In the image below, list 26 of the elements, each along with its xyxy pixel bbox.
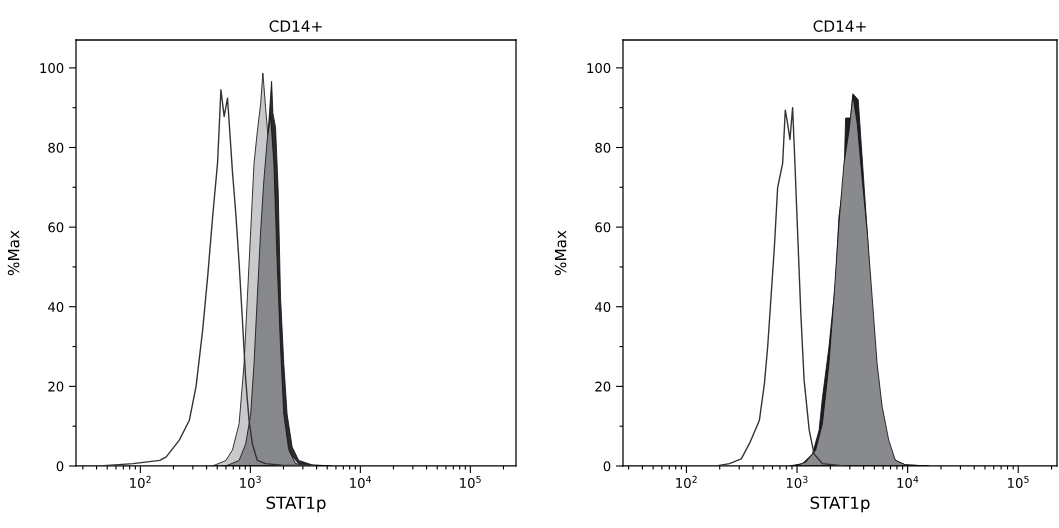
x-tick-label: 10$^{5}$ — [460, 475, 481, 488]
y-axis-title: %Max — [7, 230, 20, 276]
x-tick-label: 10$^{3}$ — [786, 475, 808, 488]
y-tick-label: 0 — [603, 461, 611, 472]
y-tick-label: 20 — [595, 381, 611, 392]
y-tick-label: 20 — [48, 381, 64, 392]
x-tick-label: 10$^{2}$ — [676, 475, 697, 488]
y-tick-label: 60 — [48, 222, 64, 233]
y-axis-title: %Max — [554, 230, 567, 276]
x-tick-label: 10$^{3}$ — [240, 475, 261, 488]
y-tick-label: 80 — [48, 142, 64, 153]
x-axis-title: STAT1p — [266, 496, 326, 513]
y-tick-label: 40 — [48, 301, 64, 312]
x-tick-label: 10$^{5}$ — [1008, 475, 1029, 488]
x-axis-title: STAT1p — [810, 496, 870, 513]
x-tick-label: 10$^{4}$ — [897, 475, 919, 488]
y-tick-label: 0 — [56, 461, 64, 472]
x-tick-label: 10$^{2}$ — [130, 475, 151, 488]
y-tick-label: 80 — [595, 142, 611, 153]
chart-title: CD14+ — [813, 20, 866, 32]
y-tick-label: 40 — [595, 301, 611, 312]
y-tick-label: 100 — [40, 63, 64, 74]
x-tick-label: 10$^{4}$ — [350, 475, 372, 488]
y-tick-label: 60 — [595, 222, 611, 233]
y-tick-label: 100 — [587, 63, 611, 74]
chart-title: CD14+ — [269, 20, 322, 32]
